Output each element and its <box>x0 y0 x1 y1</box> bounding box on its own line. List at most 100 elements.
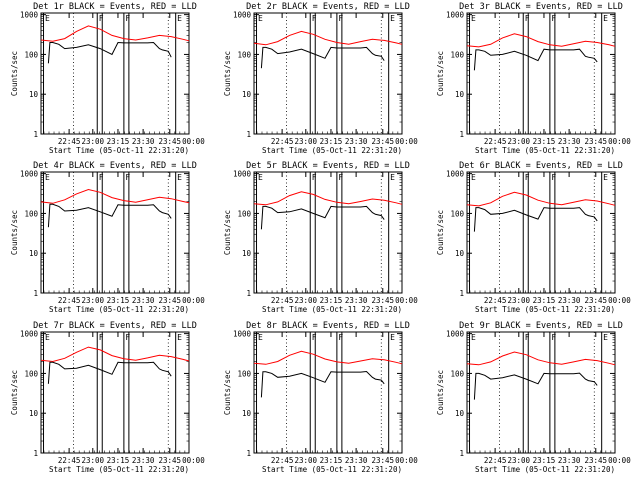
x-tick-label: 00:00 <box>395 137 418 146</box>
lld-series-line <box>40 188 190 204</box>
panel-title: Det 1r BLACK = Events, RED = LLD <box>33 2 197 12</box>
event-marker-label: E <box>258 14 263 23</box>
lld-series-line <box>253 30 403 46</box>
y-tick-label: 1000 <box>446 170 465 179</box>
events-series-line <box>260 205 385 230</box>
panel-det-3r: Det 3r BLACK = Events, RED = LLD 1 10 100 10… <box>436 2 631 155</box>
panel-title: Det 6r BLACK = Events, RED = LLD <box>459 161 623 171</box>
event-marker-label: E <box>45 333 50 342</box>
x-tick-label: 23:00 <box>82 456 105 465</box>
event-marker-label: E <box>603 14 608 23</box>
y-tick-label: 1 <box>246 449 251 458</box>
y-tick-label: 100 <box>24 369 38 378</box>
x-tick-label: 23:45 <box>371 137 394 146</box>
y-tick-label: 1 <box>459 449 464 458</box>
event-marker-label: F <box>525 333 530 342</box>
lld-series-line <box>466 351 616 366</box>
y-tick-label: 10 <box>242 90 252 99</box>
event-marker-label: E <box>603 333 608 342</box>
y-tick-label: 10 <box>29 90 39 99</box>
x-tick-label: 23:45 <box>158 137 181 146</box>
plot-frame <box>40 171 190 294</box>
event-marker-label: E <box>390 333 395 342</box>
x-axis-label: Start Time (05-Oct-11 22:31:20) <box>475 465 615 474</box>
y-tick-label: 10 <box>455 409 465 418</box>
y-tick-label: 1 <box>246 130 251 139</box>
x-axis-label: Start Time (05-Oct-11 22:31:20) <box>49 305 189 314</box>
events-series-line <box>473 48 598 71</box>
event-marker-label: F <box>551 333 556 342</box>
events-series-line <box>47 41 172 64</box>
y-tick-label: 1 <box>459 289 464 298</box>
x-tick-label: 23:45 <box>584 456 607 465</box>
x-tick-label: 23:15 <box>107 137 130 146</box>
event-marker-label: F <box>338 14 343 23</box>
y-axis-label: Counts/sec <box>10 51 19 96</box>
event-marker-label: E <box>471 14 476 23</box>
event-marker-label: E <box>471 333 476 342</box>
event-marker-label: E <box>177 333 182 342</box>
y-tick-label: 1 <box>246 289 251 298</box>
y-tick-label: 10 <box>455 90 465 99</box>
events-series-line <box>47 203 172 228</box>
x-tick-label: 23:30 <box>558 137 581 146</box>
x-tick-label: 00:00 <box>608 137 631 146</box>
x-tick-label: 00:00 <box>608 456 631 465</box>
x-tick-label: 23:00 <box>295 296 318 305</box>
event-marker-label: E <box>390 173 395 182</box>
event-marker-label: F <box>312 333 317 342</box>
y-tick-label: 10 <box>242 409 252 418</box>
x-tick-label: 23:45 <box>158 456 181 465</box>
x-axis-label: Start Time (05-Oct-11 22:31:20) <box>475 146 615 155</box>
event-marker-label: F <box>125 333 130 342</box>
y-axis-label: Counts/sec <box>10 210 19 255</box>
y-tick-label: 10 <box>29 409 39 418</box>
y-tick-label: 1 <box>459 130 464 139</box>
y-tick-label: 100 <box>450 209 464 218</box>
panel-title: Det 4r BLACK = Events, RED = LLD <box>33 161 197 171</box>
panel-title: Det 7r BLACK = Events, RED = LLD <box>33 321 197 331</box>
x-tick-label: 23:15 <box>107 296 130 305</box>
x-tick-label: 23:00 <box>295 456 318 465</box>
plot-frame <box>253 331 403 454</box>
x-tick-label: 23:30 <box>558 296 581 305</box>
events-series-line <box>473 372 598 400</box>
panel-det-1r: Det 1r BLACK = Events, RED = LLD 1 10 100 10… <box>10 2 205 155</box>
event-marker-label: F <box>338 173 343 182</box>
event-marker-label: F <box>125 14 130 23</box>
event-marker-label: F <box>551 173 556 182</box>
events-series-line <box>260 370 385 398</box>
x-tick-label: 23:30 <box>132 456 155 465</box>
lld-series-line <box>466 33 616 48</box>
y-tick-label: 10 <box>455 249 465 258</box>
x-tick-label: 23:15 <box>320 137 343 146</box>
x-tick-label: 22:45 <box>271 137 294 146</box>
plot-frame <box>253 171 403 294</box>
event-marker-label: F <box>312 14 317 23</box>
event-marker-label: E <box>258 333 263 342</box>
y-tick-label: 100 <box>24 50 38 59</box>
x-tick-label: 23:45 <box>584 296 607 305</box>
x-axis-label: Start Time (05-Oct-11 22:31:20) <box>475 305 615 314</box>
y-axis-label: Counts/sec <box>436 210 445 255</box>
y-tick-label: 1 <box>33 289 38 298</box>
lld-series-line <box>40 346 190 363</box>
x-tick-label: 23:30 <box>132 296 155 305</box>
y-tick-label: 10 <box>242 249 252 258</box>
x-tick-label: 22:45 <box>484 296 507 305</box>
event-marker-label: F <box>525 173 530 182</box>
panel-title: Det 8r BLACK = Events, RED = LLD <box>246 321 410 331</box>
x-tick-label: 23:30 <box>132 137 155 146</box>
y-tick-label: 100 <box>237 50 251 59</box>
panel-title: Det 5r BLACK = Events, RED = LLD <box>246 161 410 171</box>
x-tick-label: 00:00 <box>395 296 418 305</box>
y-tick-label: 1000 <box>20 11 39 20</box>
panel-det-2r: Det 2r BLACK = Events, RED = LLD 1 10 100 10… <box>223 2 418 155</box>
panel-det-8r: Det 8r BLACK = Events, RED = LLD 1 10 100 10… <box>223 321 418 474</box>
lld-series-line <box>40 25 190 42</box>
x-tick-label: 22:45 <box>484 137 507 146</box>
plot-frame <box>466 331 616 454</box>
x-tick-label: 00:00 <box>182 296 205 305</box>
lld-series-line <box>253 350 403 365</box>
